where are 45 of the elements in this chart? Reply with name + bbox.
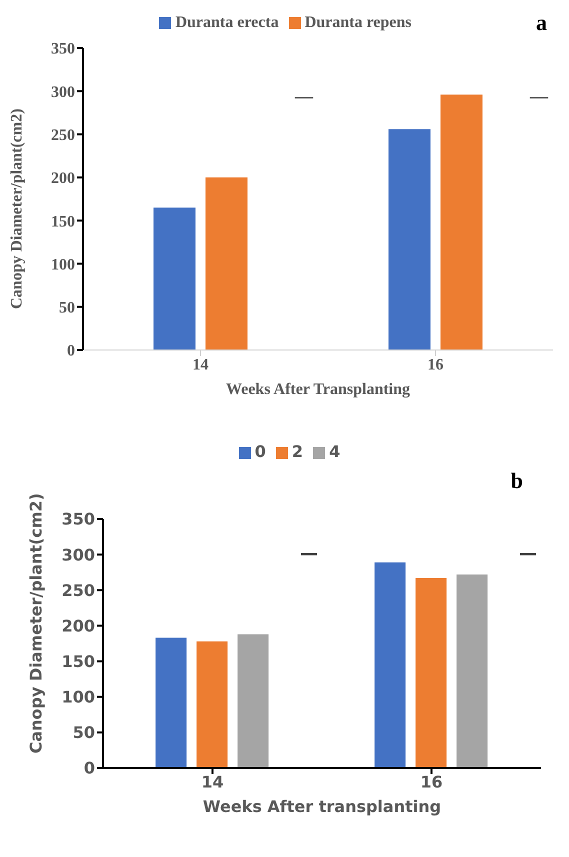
y-axis-title: Canopy Diameter/plant(cm2)	[26, 493, 46, 754]
bar	[388, 129, 430, 350]
x-axis-title: Weeks After transplanting	[202, 797, 442, 816]
y-tick-label: 100	[51, 256, 75, 274]
annotation: —	[300, 543, 318, 564]
x-tick-label: 16	[420, 772, 443, 792]
bar	[440, 94, 482, 350]
bar	[196, 641, 228, 768]
y-tick-label: 200	[62, 616, 95, 636]
chart-title: a	[536, 10, 547, 36]
y-tick-label: 0	[67, 342, 75, 360]
x-axis-title: Weeks After Transplanting	[226, 381, 410, 398]
bar	[456, 574, 488, 768]
chart-title: b	[510, 468, 523, 494]
y-tick-label: 250	[62, 580, 95, 600]
bar	[238, 634, 269, 768]
y-tick-label: 50	[72, 723, 95, 742]
annotation: —	[295, 86, 313, 106]
y-tick-label: 150	[62, 652, 95, 671]
bar	[154, 208, 196, 350]
x-tick-label: 14	[201, 772, 224, 792]
y-tick-label: 250	[51, 126, 75, 144]
y-tick-label: 50	[59, 300, 75, 317]
y-tick-label: 150	[51, 213, 75, 230]
bar	[156, 638, 187, 768]
bar	[374, 562, 406, 768]
y-tick-label: 300	[51, 84, 75, 101]
y-tick-label: 200	[51, 170, 75, 188]
y-tick-label: 350	[51, 40, 75, 58]
annotation: —	[519, 543, 537, 564]
y-axis-title: Canopy Diameter/plant(cm2)	[8, 108, 26, 309]
legend-label: Duranta erecta	[175, 14, 279, 31]
legend-label: 0	[254, 442, 266, 461]
legend-label: Duranta repens	[304, 14, 412, 31]
bar	[416, 578, 447, 768]
y-tick-label: 0	[84, 758, 95, 778]
bar	[206, 177, 248, 350]
x-tick-label: 16	[428, 356, 444, 374]
legend-label: 4	[329, 442, 340, 461]
y-tick-label: 300	[62, 545, 95, 564]
y-tick-label: 350	[62, 510, 95, 529]
x-tick-label: 14	[192, 356, 208, 374]
y-tick-label: 100	[62, 688, 95, 707]
legend-label: 2	[292, 442, 304, 461]
annotation: —	[530, 86, 548, 106]
